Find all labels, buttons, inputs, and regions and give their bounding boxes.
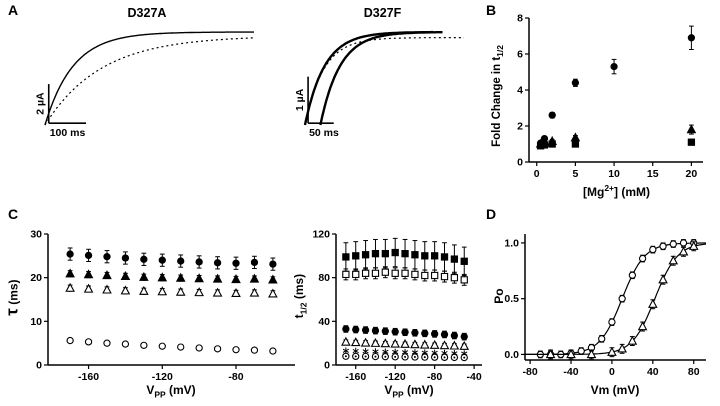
panel-label-d: D	[486, 206, 497, 222]
tau-xlabel-post: (mV)	[165, 383, 196, 397]
mg-xlabel-post: ] (mM)	[614, 185, 651, 199]
tau-xlabel-sub: PP	[154, 389, 166, 400]
svg-text:0: 0	[36, 360, 42, 372]
po-xlabel-pre: Vm (mV)	[590, 383, 640, 397]
svg-text:0: 0	[517, 157, 523, 169]
svg-text:-120: -120	[152, 371, 173, 383]
svg-text:-160: -160	[78, 371, 99, 383]
svg-text:-40: -40	[563, 366, 578, 378]
panel-label-c: C	[8, 206, 19, 222]
thalf-xlabel-post: (mV)	[403, 383, 434, 397]
thalf-plot-xlabel: VPP (mV)	[349, 382, 469, 400]
svg-text:100 ms: 100 ms	[50, 127, 86, 139]
mg-xlabel-sup: 2+	[604, 183, 615, 193]
po-plot-xlabel: Vm (mV)	[555, 382, 675, 400]
tau-ylabel-post: (ms)	[6, 279, 21, 309]
mg-fold-change-plot: 0 5 10 15 20 0 2 4 6 8	[517, 13, 703, 180]
svg-text:15: 15	[647, 168, 659, 180]
svg-text:0: 0	[324, 360, 330, 372]
svg-text:5: 5	[572, 168, 578, 180]
svg-text:0.0: 0.0	[504, 349, 519, 361]
d327f-current-trace-plot: 1 µA 50 ms	[294, 30, 464, 139]
svg-text:4: 4	[517, 85, 523, 97]
svg-text:2 µA: 2 µA	[35, 92, 47, 115]
po-plot-ylabel: Po	[491, 266, 509, 326]
mg-plot-xlabel: [Mg2+] (mM)	[544, 183, 689, 202]
mg-plot-ylabel: Fold Change in t1/2	[488, 11, 506, 181]
trace-title-d327f: D327F	[363, 6, 402, 20]
svg-text:10: 10	[30, 316, 42, 328]
thalf-ylabel-post: (ms)	[291, 273, 306, 303]
svg-text:20: 20	[686, 168, 698, 180]
tau-voltage-plot: -160 -120 -80 0 10 20 30	[30, 229, 295, 383]
svg-text:8: 8	[517, 13, 523, 25]
svg-text:10: 10	[608, 168, 620, 180]
mg-xlabel-pre: [Mg	[582, 185, 605, 199]
svg-text:1 µA: 1 µA	[294, 88, 306, 111]
svg-text:0: 0	[534, 168, 540, 180]
panel-label-a: A	[8, 2, 19, 18]
tau-ylabel-pre: τ	[2, 308, 22, 316]
svg-text:80: 80	[318, 272, 330, 284]
svg-text:6: 6	[517, 49, 523, 61]
thalf-ylabel-sub: 1/2	[298, 302, 309, 315]
svg-text:40: 40	[318, 316, 330, 328]
trace-title-d327a: D327A	[127, 6, 167, 20]
svg-text:50 ms: 50 ms	[309, 127, 339, 139]
mg-ylabel-sub: 1/2	[495, 44, 506, 57]
thalf-xlabel-pre: V	[384, 383, 393, 397]
po-voltage-plot: -80 -40 0 40 80 0.0 0.5 1.0	[504, 234, 707, 378]
svg-text:40: 40	[647, 366, 659, 378]
po-ylabel-pre: Po	[491, 288, 506, 304]
tau-xlabel-pre: V	[146, 383, 155, 397]
svg-text:-80: -80	[523, 366, 538, 378]
tau-plot-ylabel: τ (ms)	[2, 243, 23, 353]
svg-text:20: 20	[30, 272, 42, 284]
svg-text:120: 120	[312, 229, 330, 241]
svg-text:-80: -80	[427, 371, 442, 383]
svg-text:1.0: 1.0	[504, 237, 519, 249]
svg-text:2: 2	[517, 121, 523, 133]
svg-text:-120: -120	[385, 371, 406, 383]
thalf-xlabel-sub: PP	[392, 389, 404, 400]
tau-plot-xlabel: VPP (mV)	[111, 382, 231, 400]
thalf-voltage-plot: -160 -120 -80 -40 0 40 80 120	[312, 229, 482, 383]
panel-label-b: B	[486, 2, 497, 18]
svg-text:30: 30	[30, 229, 42, 241]
svg-text:0.5: 0.5	[504, 293, 519, 305]
svg-text:-160: -160	[345, 371, 366, 383]
thalf-ylabel-pre: t	[291, 314, 306, 319]
svg-text:80: 80	[688, 366, 700, 378]
svg-text:-40: -40	[467, 371, 482, 383]
svg-text:-80: -80	[228, 371, 243, 383]
svg-text:0: 0	[609, 366, 615, 378]
mg-ylabel-pre: Fold Change in t	[490, 56, 503, 147]
thalf-plot-ylabel: t1/2 (ms)	[291, 241, 309, 351]
